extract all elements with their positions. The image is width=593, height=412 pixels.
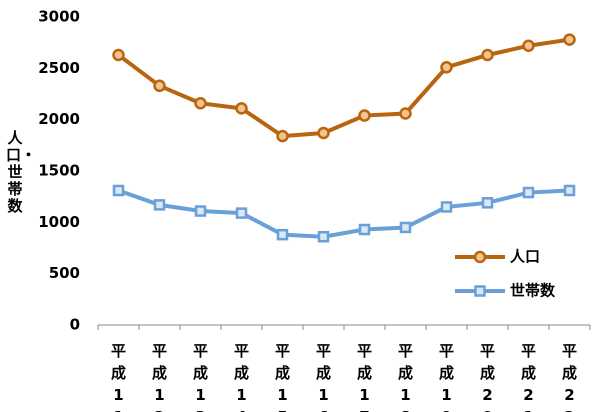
y-tick-label: 2500 <box>38 59 80 77</box>
line <box>117 37 570 139</box>
point <box>317 230 330 243</box>
point <box>481 48 494 62</box>
legend-label: 人口 <box>510 248 540 266</box>
point <box>440 201 453 213</box>
point <box>153 199 166 211</box>
point <box>358 109 371 122</box>
point <box>563 184 576 197</box>
x-tick-label: 平成15 <box>274 342 290 412</box>
y-tick-label: 500 <box>49 264 80 282</box>
point <box>522 39 535 52</box>
point <box>358 223 371 236</box>
y-tick-label: 1000 <box>38 213 80 231</box>
x-tick-label: 平成12 <box>151 342 167 412</box>
x-tick-label: 平成16 <box>315 342 331 412</box>
point <box>481 197 494 209</box>
point <box>276 129 289 143</box>
point <box>399 221 412 234</box>
x-tick-label: 平成21 <box>520 342 536 412</box>
y-tick-label: 1500 <box>38 162 80 180</box>
point <box>522 186 535 199</box>
point <box>399 107 412 120</box>
y-tick-label: 2000 <box>38 110 80 128</box>
point <box>153 79 166 93</box>
point <box>235 207 248 219</box>
point <box>194 96 207 110</box>
point <box>112 48 125 62</box>
x-tick-label: 平成14 <box>233 342 249 412</box>
x-tick-label: 平成20 <box>479 342 495 412</box>
point <box>563 33 576 46</box>
x-tick-label: 平成18 <box>397 342 413 412</box>
legend-label: 世帯数 <box>510 282 556 300</box>
point <box>474 285 486 297</box>
point <box>473 250 487 264</box>
point <box>317 126 330 140</box>
x-tick-label: 平成19 <box>438 342 454 412</box>
x-tick-label: 平成17 <box>356 342 372 412</box>
line <box>117 188 570 239</box>
x-tick-label: 平成22 <box>561 342 577 412</box>
y-tick-label: 3000 <box>38 8 80 26</box>
point <box>112 184 125 197</box>
point <box>276 228 289 241</box>
x-tick-label: 平成13 <box>192 342 208 412</box>
y-tick-label: 0 <box>70 316 80 334</box>
x-tick-label: 平成11 <box>110 342 126 412</box>
y-axis-label: 人口・世帯数 <box>6 129 37 215</box>
point <box>440 61 453 74</box>
point <box>194 205 207 217</box>
point <box>235 102 248 115</box>
